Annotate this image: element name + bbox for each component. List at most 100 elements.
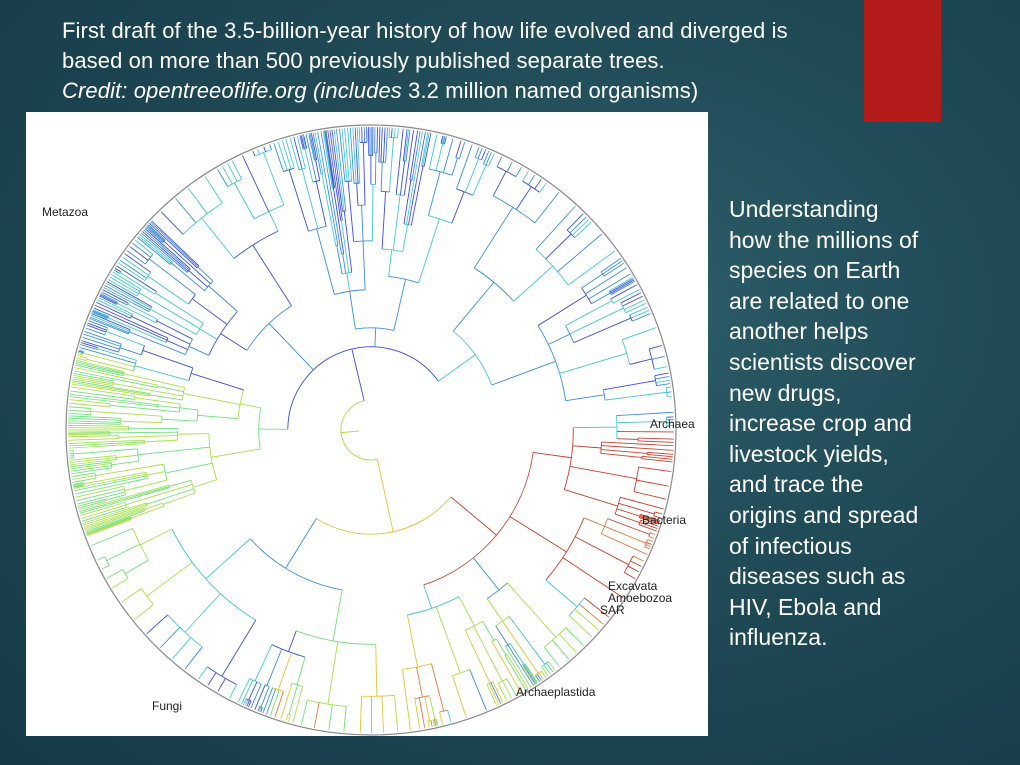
tree-leaf: [331, 129, 340, 183]
tree-branch: [123, 373, 185, 388]
tree-branch: [600, 452, 642, 458]
tree-leaf: [72, 374, 96, 380]
tree-arc: [433, 718, 437, 721]
tree-branch: [574, 222, 591, 238]
tree-branch: [86, 507, 144, 529]
tree-branch: [106, 439, 145, 443]
tree-branch: [414, 698, 420, 728]
tree-branch: [491, 360, 556, 386]
tree-branch: [266, 648, 283, 686]
tree-arc: [493, 195, 536, 224]
tree-branch: [429, 695, 436, 720]
tree-branch: [308, 135, 315, 161]
tree-leaf: [501, 700, 504, 703]
tree-branch: [616, 508, 640, 517]
tree-branch: [126, 268, 146, 281]
tree-branch: [601, 449, 648, 454]
tree-branch: [497, 683, 507, 700]
tree-leaf: [77, 353, 80, 355]
tree-leaf: [536, 680, 539, 684]
tree-branch: [84, 337, 120, 350]
tree-branch: [98, 556, 105, 560]
tree-arc: [162, 239, 166, 243]
tree-branch: [655, 380, 668, 384]
tree-branch: [573, 317, 632, 344]
tree-leaf: [540, 678, 542, 681]
tree-branch: [260, 707, 263, 711]
tree-branch: [647, 454, 671, 458]
tree-branch: [82, 502, 126, 516]
tree-of-life-figure: Metazoa Archaea Bacteria Excavata Amoebo…: [26, 112, 708, 736]
tree-branch: [456, 146, 472, 190]
tree-branch: [522, 665, 535, 684]
tree-branch: [87, 467, 113, 472]
tree-branch: [116, 302, 157, 324]
tree-leaf: [242, 702, 245, 705]
tree-branch: [94, 310, 109, 318]
tree-branch: [488, 154, 494, 167]
tree-branch: [149, 229, 164, 242]
tree-branch: [423, 134, 431, 167]
tree-branch: [344, 130, 350, 182]
tree-arc: [196, 409, 199, 422]
tree-branch: [144, 236, 188, 273]
tree-leaf: [145, 226, 148, 229]
tree-leaf: [465, 715, 467, 718]
tree-leaf: [242, 155, 244, 158]
tree-branch: [131, 299, 151, 311]
tree-branch: [374, 327, 377, 347]
tree-leaf: [89, 316, 107, 325]
tree-branch: [536, 673, 541, 680]
tree-branch: [75, 483, 84, 486]
tree-branch: [427, 171, 441, 216]
tree-branch: [406, 176, 416, 225]
tree-branch: [650, 532, 654, 535]
tree-branch: [233, 182, 255, 220]
tree-branch: [304, 148, 314, 183]
tree-branch: [74, 482, 84, 485]
tree-branch: [73, 472, 96, 477]
tree-leaf: [558, 665, 561, 668]
tree-branch: [266, 688, 277, 713]
tree-leaf: [260, 710, 262, 713]
tree-branch: [629, 307, 647, 316]
tree-leaf: [149, 223, 169, 242]
tree-branch: [537, 294, 587, 326]
tree-branch: [534, 180, 541, 190]
tree-leaf: [573, 205, 576, 209]
tree-branch: [653, 515, 660, 518]
tree-leaf: [589, 221, 592, 224]
tree-branch: [578, 603, 603, 624]
tree-leaf: [289, 137, 292, 141]
tree-branch: [507, 644, 533, 685]
tree-branch: [334, 177, 342, 221]
tree-branch: [97, 348, 137, 361]
tree-branch: [197, 414, 239, 420]
tree-branch: [108, 568, 124, 578]
tree-branch: [273, 144, 284, 172]
tree-branch: [393, 279, 406, 331]
tree-branch: [464, 158, 479, 193]
credit-line: Credit: opentreeoflife.org (includes 3.2…: [62, 76, 1002, 106]
tree-branch: [208, 672, 217, 684]
tree-branch: [70, 409, 91, 413]
tree-arc: [341, 272, 352, 275]
tree-leaf: [258, 709, 261, 712]
tree-leaf: [657, 520, 660, 523]
tree-branch: [96, 421, 121, 423]
tree-branch: [541, 666, 548, 675]
tree-branch: [411, 148, 418, 181]
tree-branch: [316, 228, 335, 295]
tree-branch: [452, 281, 495, 332]
tree-branch: [351, 147, 355, 184]
tree-arc: [456, 188, 474, 196]
tree-leaf: [246, 704, 249, 707]
tree-branch: [218, 678, 226, 690]
tree-leaf: [90, 544, 93, 547]
tree-leaf: [613, 250, 616, 253]
tree-branch: [604, 525, 647, 544]
tree-branch: [100, 296, 117, 305]
tree-branch: [347, 129, 353, 181]
tree-branch: [125, 559, 149, 575]
tree-branch: [96, 443, 145, 447]
